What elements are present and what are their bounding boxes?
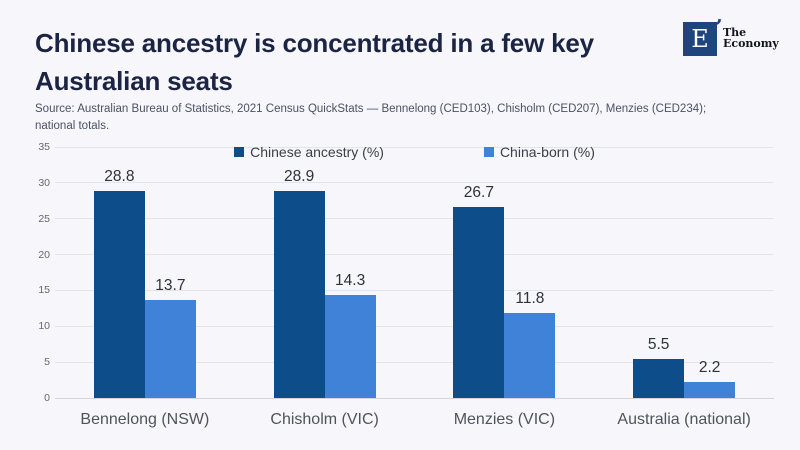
gridline — [55, 218, 774, 220]
y-axis-tick-label: 35 — [38, 141, 50, 153]
legend-swatch-icon — [483, 147, 494, 157]
y-axis-tick-label: 20 — [38, 248, 50, 261]
chart-legend: Chinese ancestry (%) China-born (%) — [55, 144, 774, 160]
logo-wordmark: The Economy — [723, 27, 779, 49]
the-economy-logo: E ’ The Economy — [683, 15, 779, 56]
bar — [504, 313, 556, 398]
legend-label: Chinese ancestry (%) — [250, 144, 384, 160]
logo-mark: E ’ — [683, 15, 724, 56]
legend-label: China-born (%) — [499, 144, 595, 160]
x-axis-label: Menzies (VIC) — [453, 411, 556, 428]
bar — [93, 191, 145, 398]
bar — [633, 358, 685, 398]
y-axis-tick-label: 5 — [44, 356, 50, 369]
logo-wordmark-line2: Economy — [723, 37, 779, 50]
bar — [453, 206, 505, 398]
gridline — [55, 361, 774, 363]
x-axis-label: Bennelong (NSW) — [80, 411, 210, 428]
x-axis-label: Australia (national) — [617, 411, 751, 428]
gridline — [55, 146, 774, 148]
bar-value-label: 5.5 — [647, 335, 670, 353]
bar-value-label: 14.3 — [335, 272, 366, 290]
legend-item: China-born (%) — [483, 144, 595, 160]
bar-value-label: 13.7 — [155, 276, 186, 294]
page-title: Chinese ancestry is concentrated in a fe… — [35, 28, 594, 96]
x-axis-label: Chisholm (VIC) — [270, 411, 379, 428]
logo-wordmark-line1: The — [723, 26, 747, 39]
legend-item: Chinese ancestry (%) — [234, 144, 384, 160]
source-note: Source: Australian Bureau of Statistics,… — [35, 103, 707, 132]
bar-value-label: 2.2 — [698, 359, 721, 377]
y-axis-tick-label: 10 — [38, 320, 50, 333]
logo-letter: E — [691, 25, 709, 53]
bar-value-label: 11.8 — [515, 290, 545, 308]
y-axis-tick-label: 15 — [38, 284, 50, 297]
gridline — [55, 325, 774, 327]
bar-value-label: 28.8 — [104, 168, 135, 186]
gridline — [55, 397, 774, 399]
gridline — [55, 182, 774, 184]
bar-value-label: 26.7 — [463, 183, 494, 201]
y-axis-tick-label: 0 — [44, 392, 50, 404]
bar — [324, 295, 376, 398]
y-axis-tick-label: 30 — [38, 176, 50, 189]
legend-swatch-icon — [234, 147, 245, 157]
y-axis-tick-label: 25 — [38, 212, 50, 225]
gridline — [55, 289, 774, 291]
bar — [144, 299, 196, 398]
gridline — [55, 254, 774, 256]
bar-value-label: 28.9 — [284, 167, 315, 185]
logo-accent-icon: ’ — [712, 14, 724, 42]
bar — [273, 190, 325, 398]
bar — [684, 382, 736, 398]
